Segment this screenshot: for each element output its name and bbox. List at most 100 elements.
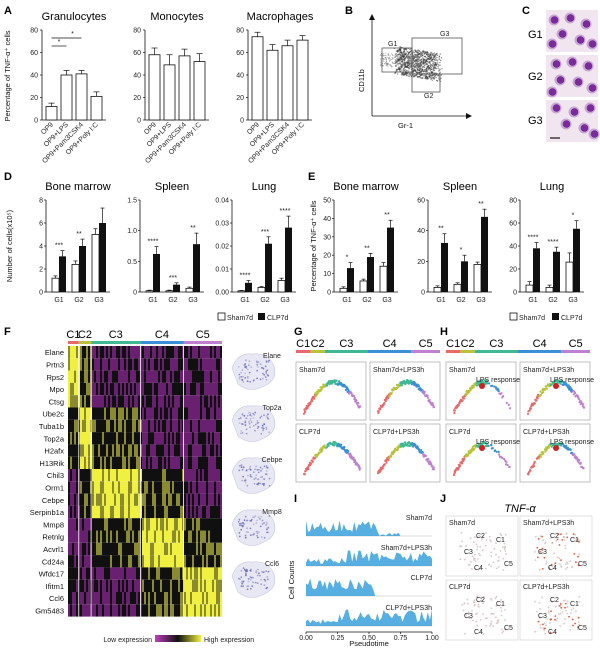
heatmap-cell bbox=[130, 419, 132, 433]
umap-point bbox=[245, 359, 247, 362]
annotation-label: LPS response bbox=[550, 377, 594, 384]
y-tick-label: 0 bbox=[421, 290, 425, 297]
heatmap-cell bbox=[166, 604, 168, 617]
heatmap-cell bbox=[88, 370, 90, 383]
heatmap-cell bbox=[176, 456, 178, 469]
heatmap-cell bbox=[130, 370, 132, 383]
flow-dot bbox=[402, 53, 404, 55]
umap-point bbox=[267, 361, 270, 363]
umap-point bbox=[268, 477, 271, 480]
j-umap-point bbox=[556, 556, 559, 559]
heatmap-cell bbox=[176, 567, 178, 580]
heatmap-cell bbox=[198, 555, 200, 568]
j-umap-point bbox=[558, 557, 561, 560]
j-umap-point bbox=[504, 619, 506, 621]
flow-dot bbox=[426, 72, 428, 74]
j-cluster-label: C5 bbox=[578, 625, 587, 632]
heatmap-cell bbox=[202, 407, 204, 420]
heatmap-cell bbox=[192, 481, 194, 494]
umap-point bbox=[255, 522, 258, 524]
heatmap-cell bbox=[200, 579, 202, 592]
gate-label-g1: G1 bbox=[388, 41, 397, 48]
flow-dot bbox=[404, 62, 406, 64]
umap-point bbox=[252, 379, 255, 382]
condition-label: CLP7d+LPS3h bbox=[523, 429, 570, 436]
flow-dot bbox=[380, 60, 382, 62]
j-umap-point bbox=[473, 599, 476, 602]
j-umap-point bbox=[485, 532, 487, 534]
heatmap-cell bbox=[132, 604, 134, 617]
j-umap-point bbox=[560, 566, 563, 568]
flow-dot bbox=[417, 63, 419, 65]
heatmap-cell bbox=[166, 555, 168, 568]
i-y-label: Cell Counts bbox=[287, 560, 296, 599]
heatmap-cell bbox=[220, 419, 222, 433]
heatmap-cell bbox=[76, 505, 78, 519]
condition-label: CLP7d+LPS3h bbox=[373, 429, 420, 436]
heatmap-cell bbox=[88, 530, 90, 543]
umap-point bbox=[254, 515, 257, 517]
j-umap-point bbox=[536, 610, 538, 613]
heatmap-cell bbox=[156, 395, 158, 408]
heatmap-cell bbox=[196, 395, 198, 408]
j-condition-box bbox=[519, 579, 593, 641]
flow-x-label: Gr-1 bbox=[398, 121, 413, 130]
panel-label-E: E bbox=[308, 171, 315, 183]
heatmap-cell bbox=[94, 505, 96, 519]
heatmap-cell bbox=[164, 592, 166, 605]
heatmap-cell bbox=[198, 444, 200, 457]
heatmap-cell bbox=[152, 382, 154, 396]
heatmap-cell bbox=[124, 358, 126, 371]
heatmap-cell bbox=[146, 382, 148, 396]
heatmap-cell bbox=[150, 432, 152, 445]
heatmap-cell bbox=[100, 567, 102, 580]
heatmap-cell bbox=[210, 419, 212, 433]
heatmap-cell bbox=[202, 419, 204, 433]
heatmap-cell bbox=[148, 382, 150, 396]
flow-dot bbox=[418, 55, 420, 58]
heatmap-cell bbox=[184, 407, 186, 420]
condition-box bbox=[519, 361, 591, 421]
flow-dot bbox=[420, 59, 422, 61]
bar-clp bbox=[573, 228, 580, 292]
heatmap-cell bbox=[72, 395, 74, 408]
heatmap-cell bbox=[148, 419, 150, 433]
flow-dot bbox=[418, 60, 420, 63]
j-umap-point bbox=[551, 600, 553, 603]
umap-point bbox=[249, 414, 252, 416]
trajectory-point bbox=[507, 403, 510, 406]
trajectory-point bbox=[453, 409, 456, 412]
j-umap-point bbox=[534, 600, 536, 603]
j-umap-point bbox=[461, 540, 463, 543]
heatmap-cell bbox=[204, 407, 206, 420]
umap-point bbox=[257, 366, 260, 368]
j-umap-point bbox=[573, 537, 575, 540]
flow-x-arrow bbox=[466, 113, 472, 119]
heatmap-cell bbox=[172, 382, 174, 396]
umap-outline bbox=[231, 509, 276, 546]
heatmap-cell bbox=[156, 530, 158, 543]
heatmap-cell bbox=[202, 469, 204, 482]
umap-point bbox=[242, 567, 245, 569]
flow-dot bbox=[431, 79, 433, 82]
heatmap-cell bbox=[146, 567, 148, 580]
heatmap-cell bbox=[216, 555, 218, 568]
heatmap-cell bbox=[80, 542, 82, 556]
heatmap-cell bbox=[184, 419, 186, 433]
heatmap-cell bbox=[74, 358, 76, 371]
condition-box bbox=[445, 361, 517, 421]
umap-point bbox=[238, 377, 241, 380]
heatmap-cell bbox=[82, 358, 84, 371]
flow-dot bbox=[396, 61, 398, 63]
heatmap-cell bbox=[164, 407, 166, 420]
lps-marker bbox=[553, 383, 559, 389]
y-tick-label: 0.5 bbox=[127, 259, 137, 266]
heatmap-cell bbox=[174, 592, 176, 605]
heatmap-cell bbox=[186, 358, 188, 371]
j-umap-point bbox=[490, 599, 493, 601]
heatmap-cell bbox=[218, 542, 220, 556]
heatmap-cell bbox=[152, 456, 154, 469]
heatmap-cell bbox=[114, 567, 116, 580]
heatmap-cell bbox=[116, 567, 118, 580]
heatmap-cell bbox=[118, 370, 120, 383]
